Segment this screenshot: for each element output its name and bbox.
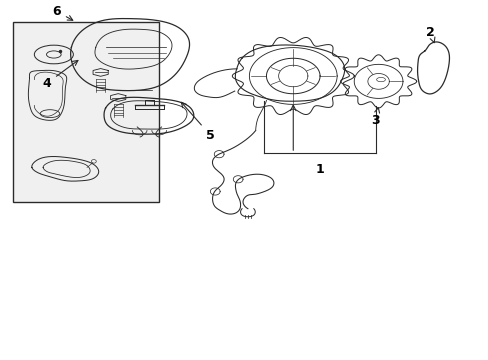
Text: 1: 1 [315, 163, 324, 176]
Text: 2: 2 [426, 27, 434, 43]
Text: 6: 6 [52, 5, 73, 20]
Bar [13, 22, 159, 202]
Text: 3: 3 [370, 108, 379, 127]
Text: 4: 4 [42, 60, 78, 90]
Text: 5: 5 [181, 102, 214, 142]
